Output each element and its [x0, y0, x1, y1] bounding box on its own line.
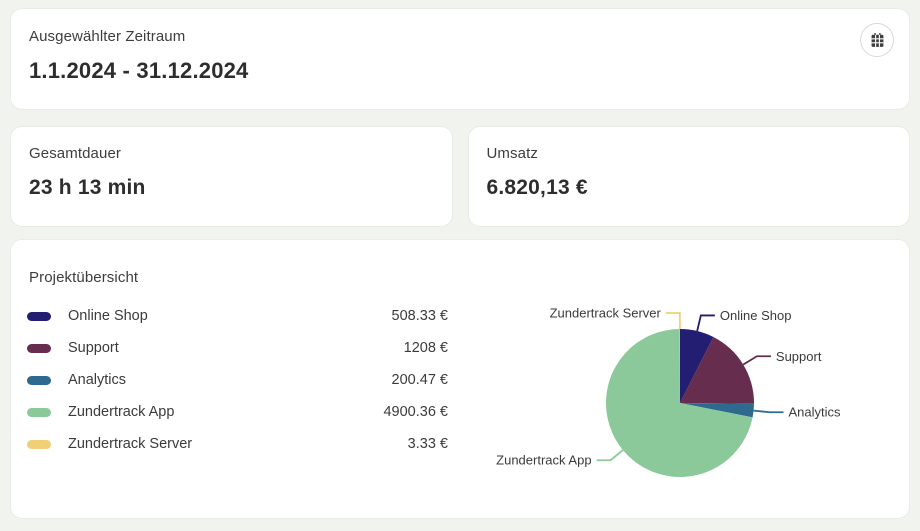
- pie-callout-zundertrack-app: [596, 449, 624, 462]
- revenue-label: Umsatz: [486, 145, 538, 162]
- project-legend: Online Shop 508.33 € Support 1208 € Anal…: [27, 300, 448, 460]
- total-duration-card: Gesamtdauer 23 h 13 min: [10, 126, 453, 227]
- legend-color-pill: [27, 375, 51, 385]
- legend-color-pill: [27, 407, 51, 417]
- project-overview-card: Projektübersicht Online Shop 508.33 € Su…: [10, 239, 910, 519]
- pie-label-online-shop: Online Shop: [720, 308, 792, 323]
- revenue-value: 6.820,13 €: [486, 176, 588, 199]
- project-overview-title: Projektübersicht: [29, 269, 139, 286]
- period-card: Ausgewählter Zeitraum 1.1.2024 - 31.12.2…: [10, 8, 910, 110]
- legend-row-online-shop: Online Shop 508.33 €: [27, 300, 448, 332]
- pie-callout-analytics: [753, 409, 784, 414]
- calendar-icon: [868, 31, 887, 50]
- legend-label: Support: [68, 340, 119, 356]
- legend-row-zundertrack-app: Zundertrack App 4900.36 €: [27, 396, 448, 428]
- pie-label-zundertrack-app: Zundertrack App: [496, 453, 591, 468]
- pie-slice-zundertrack-app[interactable]: [605, 329, 753, 477]
- legend-value: 4900.36 €: [383, 404, 448, 420]
- page-container: Ausgewählter Zeitraum 1.1.2024 - 31.12.2…: [10, 8, 910, 519]
- period-value: 1.1.2024 - 31.12.2024: [29, 58, 249, 83]
- pie-slice-analytics[interactable]: [680, 403, 754, 418]
- legend-value: 3.33 €: [407, 436, 448, 452]
- legend-value: 200.47 €: [391, 372, 448, 388]
- pie-label-zundertrack-server: Zundertrack Server: [550, 306, 662, 321]
- legend-color-pill: [27, 311, 51, 321]
- legend-row-zundertrack-server: Zundertrack Server 3.33 €: [27, 428, 448, 460]
- legend-label: Online Shop: [68, 308, 148, 324]
- legend-color-pill: [27, 343, 51, 353]
- pie-chart: Online Shop Support Analytics Zundertrack A…: [496, 306, 842, 477]
- pie-label-support: Support: [776, 349, 822, 364]
- legend-label: Zundertrack App: [68, 404, 175, 420]
- legend-color-pill: [27, 439, 51, 449]
- legend-label: Analytics: [68, 372, 127, 388]
- stats-row: Gesamtdauer 23 h 13 min Umsatz 6.820,13 …: [10, 126, 910, 227]
- legend-row-support: Support 1208 €: [27, 332, 448, 364]
- period-label: Ausgewählter Zeitraum: [29, 28, 186, 45]
- legend-row-analytics: Analytics 200.47 €: [27, 364, 448, 396]
- calendar-button[interactable]: [860, 23, 894, 57]
- pie-callout-zundertrack-server: [665, 312, 681, 330]
- pie-label-analytics: Analytics: [789, 405, 842, 420]
- total-duration-label: Gesamtdauer: [29, 145, 121, 162]
- legend-value: 1208 €: [403, 340, 448, 356]
- pie-slice-support[interactable]: [680, 336, 754, 404]
- total-duration-value: 23 h 13 min: [29, 176, 146, 199]
- legend-label: Zundertrack Server: [68, 436, 193, 452]
- pie-slice-online-shop[interactable]: [680, 329, 714, 403]
- legend-value: 508.33 €: [391, 308, 448, 324]
- pie-callout-online-shop: [696, 314, 715, 332]
- pie-callout-support: [742, 355, 771, 366]
- revenue-card: Umsatz 6.820,13 €: [467, 126, 910, 227]
